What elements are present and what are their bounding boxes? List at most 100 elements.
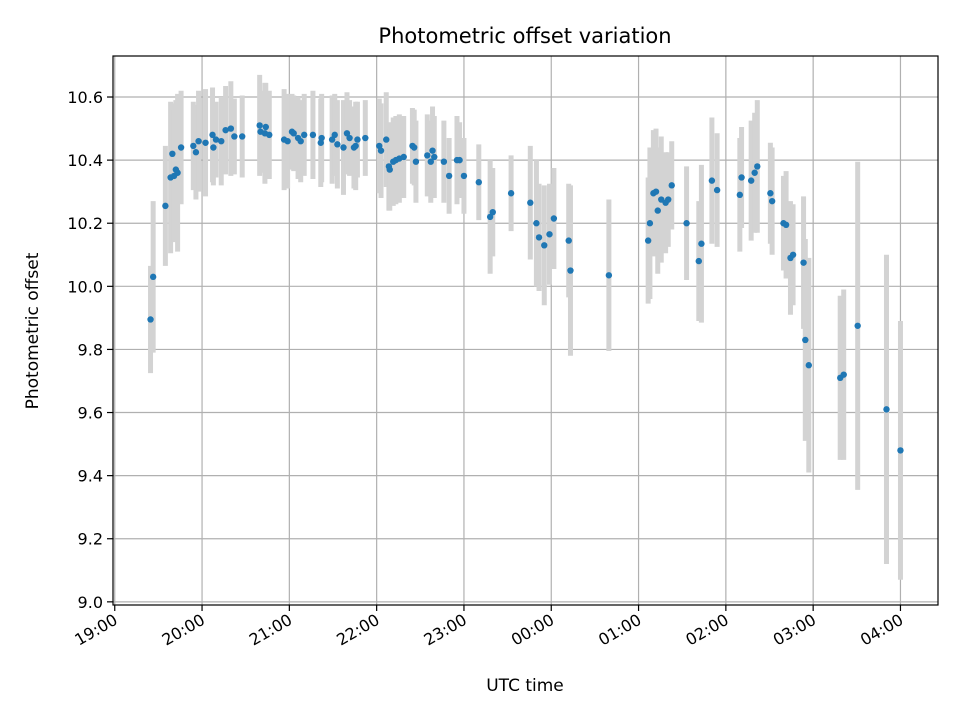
data-point — [654, 207, 661, 214]
data-point — [646, 220, 654, 227]
data-point — [412, 158, 420, 165]
data-point — [747, 177, 755, 184]
y-tick-label: 9.4 — [78, 467, 103, 486]
data-point — [431, 153, 438, 161]
data-point — [708, 177, 716, 184]
data-point — [565, 237, 572, 244]
data-point — [440, 158, 448, 165]
data-point — [802, 336, 809, 344]
data-point — [445, 172, 453, 180]
data-point — [652, 188, 660, 195]
y-tick-label: 9.6 — [78, 404, 103, 423]
data-point — [284, 137, 291, 145]
data-point — [668, 182, 675, 189]
data-point — [805, 362, 812, 369]
data-point — [567, 267, 574, 274]
data-point — [424, 152, 431, 159]
data-point — [297, 137, 304, 145]
data-point — [713, 186, 721, 194]
data-point — [683, 220, 690, 227]
data-point — [527, 199, 534, 206]
data-point — [177, 144, 185, 151]
chart-title: Photometric offset variation — [378, 24, 671, 48]
data-point — [854, 322, 861, 329]
data-point — [665, 196, 672, 203]
data-point — [782, 221, 790, 229]
data-point — [169, 150, 176, 158]
data-point — [192, 149, 200, 156]
data-point — [546, 231, 553, 238]
data-point — [507, 190, 515, 197]
data-point — [541, 242, 548, 249]
data-point — [354, 136, 361, 143]
data-point — [533, 220, 540, 227]
data-point — [883, 406, 890, 413]
y-axis-ticks: 9.0 9.2 9.4 9.6 9.8 10.0 10.2 10.4 10.6 — [67, 88, 113, 612]
data-point — [840, 371, 847, 378]
data-point — [174, 169, 181, 176]
data-point — [340, 144, 347, 151]
data-point — [318, 134, 325, 142]
data-point — [383, 136, 390, 143]
data-point — [231, 133, 238, 140]
data-point — [800, 259, 807, 266]
data-point — [212, 136, 220, 143]
data-point — [256, 122, 263, 129]
data-point — [605, 272, 613, 279]
y-tick-label: 10.4 — [67, 151, 103, 170]
y-tick-label: 9.8 — [78, 340, 103, 359]
data-point — [456, 156, 463, 164]
data-point — [377, 147, 385, 154]
data-point — [190, 142, 197, 150]
data-point — [754, 163, 761, 170]
data-point — [489, 208, 496, 216]
y-tick-label: 9.0 — [78, 593, 103, 612]
data-point — [266, 131, 273, 139]
data-point — [334, 141, 341, 148]
data-point — [460, 172, 468, 180]
data-point — [202, 139, 209, 146]
data-point — [331, 131, 338, 139]
data-point — [317, 139, 324, 146]
y-tick-label: 9.2 — [78, 530, 103, 549]
data-point — [209, 131, 216, 139]
data-point — [410, 144, 418, 151]
y-tick-label: 10.6 — [67, 88, 103, 107]
data-point — [218, 137, 225, 145]
data-point — [789, 251, 797, 258]
data-point — [362, 134, 369, 142]
data-point — [738, 174, 745, 181]
data-point — [550, 215, 558, 222]
data-point — [751, 169, 758, 176]
y-tick-label: 10.0 — [67, 277, 103, 296]
data-point — [352, 142, 359, 150]
data-point — [535, 234, 543, 241]
data-point — [149, 273, 157, 281]
data-point — [343, 130, 351, 137]
data-point — [290, 130, 297, 137]
plot-frame — [112, 55, 939, 606]
data-point — [486, 213, 494, 221]
data-point — [427, 158, 434, 165]
data-point — [346, 134, 353, 142]
data-point — [195, 137, 202, 145]
data-point — [400, 153, 407, 161]
grid — [113, 56, 938, 605]
data-point — [328, 136, 336, 143]
data-point — [162, 202, 169, 210]
y-tick-label: 10.2 — [67, 214, 103, 233]
x-axis-label: UTC time — [486, 676, 564, 696]
data-point — [222, 126, 229, 134]
data-point — [210, 144, 217, 151]
data-point — [429, 147, 436, 154]
data-point — [736, 191, 744, 199]
data-points — [147, 122, 904, 454]
data-point — [767, 190, 774, 197]
data-point — [897, 447, 904, 454]
data-point — [644, 237, 652, 244]
data-point — [309, 131, 317, 139]
data-point — [386, 166, 393, 173]
data-point — [768, 197, 776, 205]
